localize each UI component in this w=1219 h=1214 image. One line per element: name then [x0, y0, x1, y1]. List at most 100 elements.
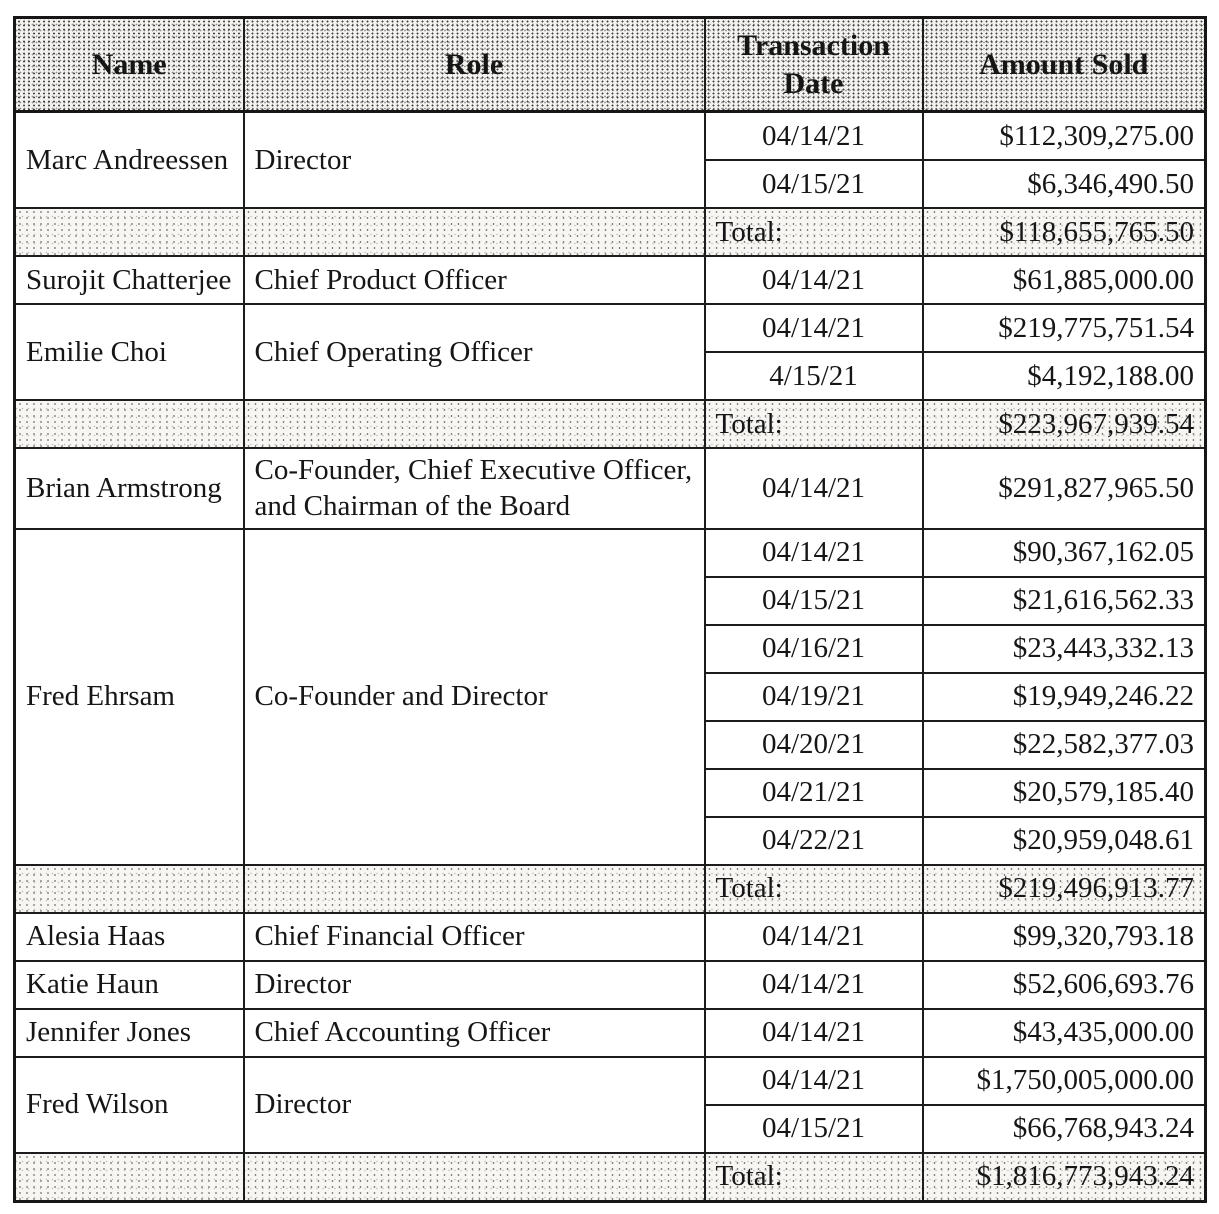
name-cell: Katie Haun: [13, 959, 245, 1010]
header-name: Name: [13, 16, 245, 113]
transaction-date-cell: 04/14/21: [703, 527, 924, 578]
name-cell: Alesia Haas: [13, 911, 245, 962]
transaction-row: 04/15/21 $21,616,562.33: [15, 575, 1207, 626]
transaction-row: Jennifer Jones Chief Accounting Officer 04…: [13, 1007, 1207, 1058]
name-cell: Brian Armstrong: [13, 447, 245, 530]
transaction-row: 04/16/21 $23,443,332.13: [15, 623, 1207, 674]
transaction-row: Fred Wilson Director 04/14/21 $1,750,005,00…: [13, 1055, 1207, 1154]
total-empty-role-cell: [242, 1151, 706, 1202]
total-amount-cell: $1,816,773,943.24: [921, 1151, 1207, 1202]
transaction-date-cell: 04/15/21: [703, 159, 924, 209]
amount-sold-cell: $291,827,965.50: [921, 447, 1207, 530]
amount-sold-cell: $52,606,693.76: [921, 959, 1207, 1010]
amount-sold-cell: $4,192,188.00: [921, 351, 1207, 401]
transaction-date-cell: 04/14/21: [703, 110, 924, 161]
total-row: Total: $223,967,939.54: [13, 399, 1207, 449]
total-empty-name-cell: [13, 399, 245, 449]
total-empty-role-cell: [242, 863, 706, 914]
total-amount-cell: $223,967,939.54: [921, 399, 1207, 449]
header-amount-sold: Amount Sold: [921, 16, 1207, 113]
transaction-date-cell: 04/14/21: [703, 1055, 924, 1106]
total-empty-role-cell: [242, 399, 706, 449]
amount-sold-cell: $22,582,377.03: [921, 719, 1207, 770]
transaction-date-cell: 04/14/21: [703, 1007, 924, 1058]
amount-sold-cell: $99,320,793.18: [921, 911, 1207, 962]
amount-sold-cell: $19,949,246.22: [921, 671, 1207, 722]
transaction-date-cell: 04/15/21: [703, 1103, 924, 1154]
header-role: Role: [242, 16, 706, 113]
header-row: Name Role Transaction Date Amount Sold: [13, 16, 1207, 113]
amount-sold-cell: $21,616,562.33: [921, 575, 1207, 626]
transaction-date-cell: 04/14/21: [703, 959, 924, 1010]
total-label-cell: Total:: [703, 1151, 924, 1202]
transaction-row: 04/20/21 $22,582,377.03: [15, 719, 1207, 770]
transaction-row: 04/15/21 $66,768,943.24: [15, 1103, 1207, 1154]
transaction-date-cell: 04/19/21: [703, 671, 924, 722]
total-empty-name-cell: [13, 863, 245, 914]
amount-sold-cell: $43,435,000.00: [921, 1007, 1207, 1058]
table-body: Marc Andreessen Director 04/14/21 $112,309,…: [13, 110, 1207, 1202]
total-amount-cell: $118,655,765.50: [921, 207, 1207, 257]
transaction-row: Emilie Choi Chief Operating Officer 04/14/…: [13, 303, 1207, 401]
total-row: Total: $118,655,765.50: [13, 207, 1207, 257]
role-cell: Director: [242, 1055, 706, 1154]
role-cell: Chief Financial Officer: [242, 911, 706, 962]
transaction-row: 04/15/21 $6,346,490.50: [15, 159, 1207, 209]
transaction-date-cell: 04/22/21: [703, 815, 924, 866]
total-empty-name-cell: [13, 1151, 245, 1202]
name-cell: Marc Andreessen: [13, 110, 245, 209]
table-header: Name Role Transaction Date Amount Sold: [13, 16, 1207, 113]
role-cell: Chief Product Officer: [242, 255, 706, 305]
transaction-row: Brian Armstrong Co-Founder, Chief Executi…: [13, 447, 1207, 530]
role-cell: Director: [242, 959, 706, 1010]
transaction-date-cell: 4/15/21: [703, 351, 924, 401]
total-row: Total: $1,816,773,943.24: [13, 1151, 1207, 1202]
transaction-row: 04/22/21 $20,959,048.61: [15, 815, 1207, 866]
amount-sold-cell: $219,775,751.54: [921, 303, 1207, 353]
total-label-cell: Total:: [703, 207, 924, 257]
transaction-row: Fred Ehrsam Co-Founder and Director 04/14/…: [13, 527, 1207, 866]
transaction-date-cell: 04/21/21: [703, 767, 924, 818]
total-row: Total: $219,496,913.77: [13, 863, 1207, 914]
transaction-row: Surojit Chatterjee Chief Product Officer 0…: [13, 255, 1207, 305]
amount-sold-cell: $66,768,943.24: [921, 1103, 1207, 1154]
total-empty-name-cell: [13, 207, 245, 257]
total-label-cell: Total:: [703, 399, 924, 449]
name-cell: Fred Wilson: [13, 1055, 245, 1154]
transaction-date-cell: 04/14/21: [703, 255, 924, 305]
transaction-row: Katie Haun Director 04/14/21 $52,606,693.76: [13, 959, 1207, 1010]
amount-sold-cell: $20,959,048.61: [921, 815, 1207, 866]
name-cell: Fred Ehrsam: [13, 527, 245, 866]
name-cell: Jennifer Jones: [13, 1007, 245, 1058]
transaction-row: 04/21/21 $20,579,185.40: [15, 767, 1207, 818]
transaction-date-cell: 04/14/21: [703, 303, 924, 353]
amount-sold-cell: $23,443,332.13: [921, 623, 1207, 674]
amount-sold-cell: $20,579,185.40: [921, 767, 1207, 818]
role-cell: Chief Accounting Officer: [242, 1007, 706, 1058]
amount-sold-cell: $112,309,275.00: [921, 110, 1207, 161]
amount-sold-cell: $61,885,000.00: [921, 255, 1207, 305]
transaction-date-cell: 04/16/21: [703, 623, 924, 674]
transaction-row: Alesia Haas Chief Financial Officer 04/14/…: [13, 911, 1207, 962]
total-amount-cell: $219,496,913.77: [921, 863, 1207, 914]
transaction-date-cell: 04/14/21: [703, 911, 924, 962]
role-cell: Director: [242, 110, 706, 209]
transaction-date-cell: 04/20/21: [703, 719, 924, 770]
transaction-row: 04/19/21 $19,949,246.22: [15, 671, 1207, 722]
role-cell: Chief Operating Officer: [242, 303, 706, 401]
role-cell: Co-Founder and Director: [242, 527, 706, 866]
transaction-row: Marc Andreessen Director 04/14/21 $112,309,…: [13, 110, 1207, 209]
role-cell: Co-Founder, Chief Executive Officer, and…: [242, 447, 706, 530]
name-cell: Emilie Choi: [13, 303, 245, 401]
header-transaction-date: Transaction Date: [703, 16, 924, 113]
amount-sold-cell: $6,346,490.50: [921, 159, 1207, 209]
transaction-row: 4/15/21 $4,192,188.00: [15, 351, 1207, 401]
name-cell: Surojit Chatterjee: [13, 255, 245, 305]
total-label-cell: Total:: [703, 863, 924, 914]
amount-sold-cell: $90,367,162.05: [921, 527, 1207, 578]
transaction-date-cell: 04/15/21: [703, 575, 924, 626]
insider-sales-table: Name Role Transaction Date Amount Sold M…: [13, 16, 1207, 1203]
total-empty-role-cell: [242, 207, 706, 257]
amount-sold-cell: $1,750,005,000.00: [921, 1055, 1207, 1106]
